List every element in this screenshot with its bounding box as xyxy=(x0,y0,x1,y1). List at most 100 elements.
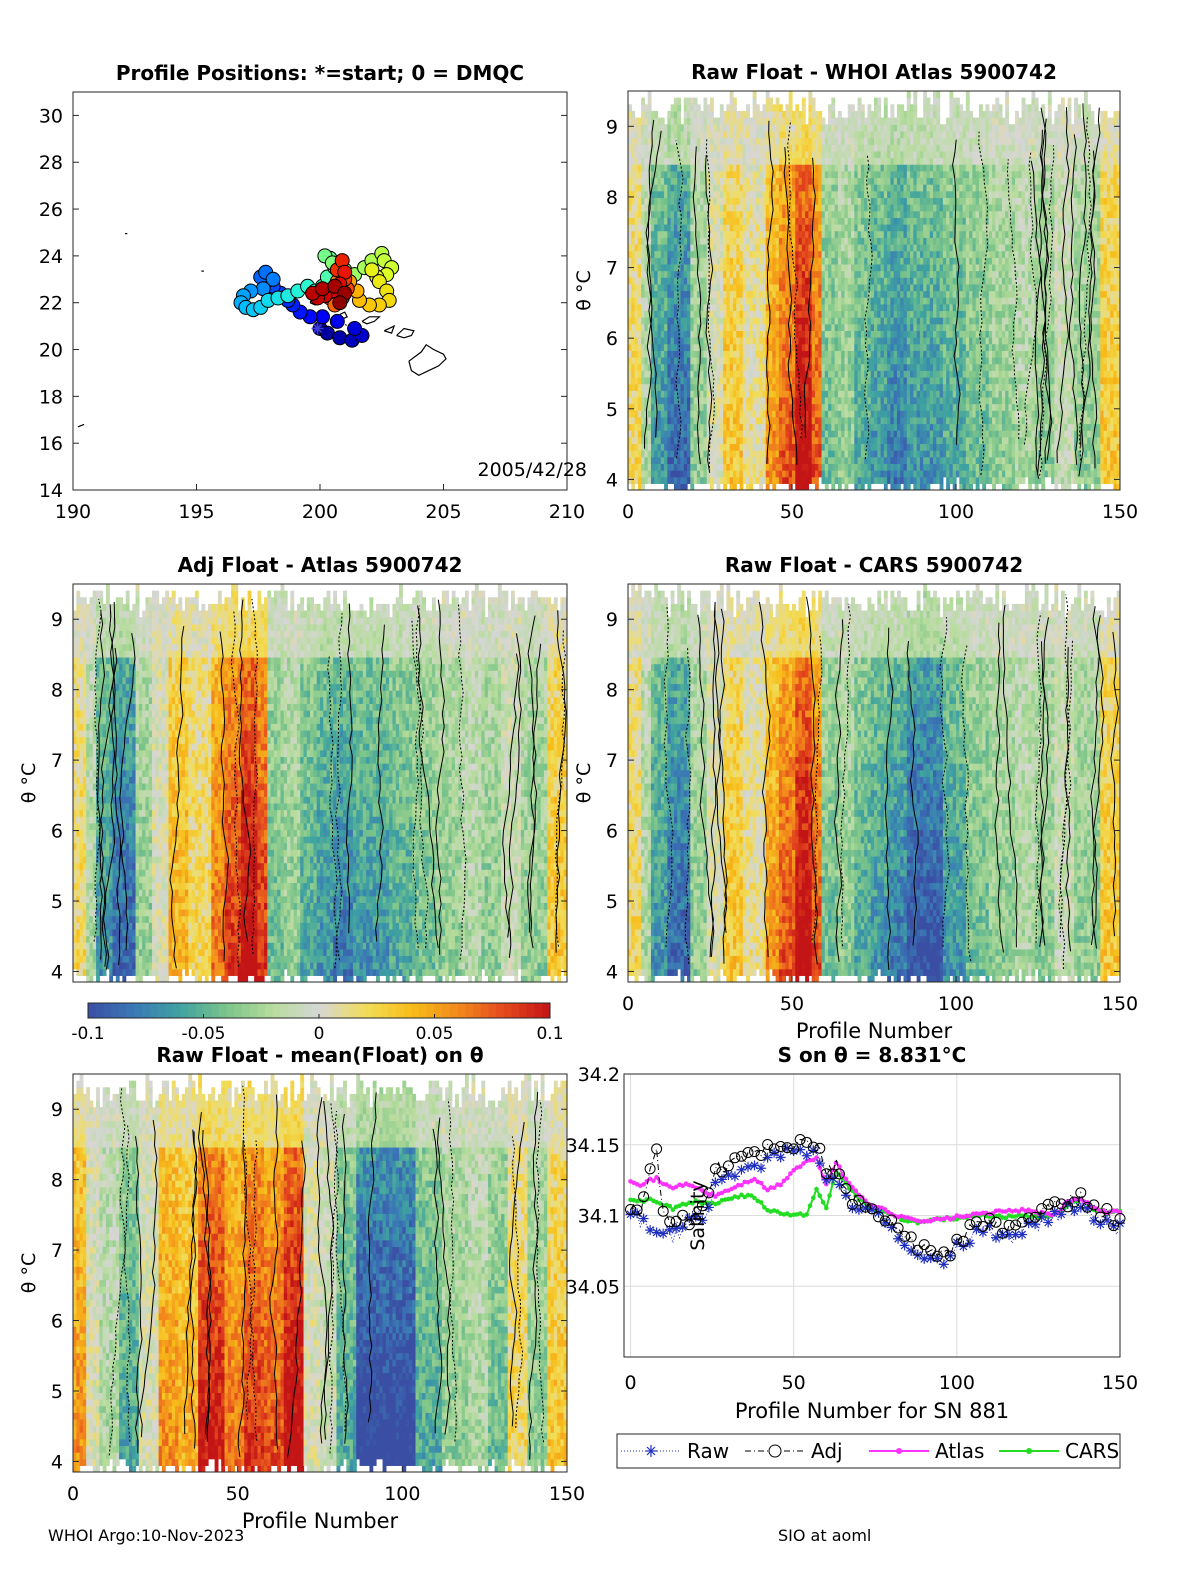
colorbar-swatch xyxy=(449,1003,459,1018)
data-point xyxy=(814,1186,819,1192)
colorbar: -0.1 -0.05 0 0.05 0.1 xyxy=(71,1002,564,1044)
x-tick-label: 100 xyxy=(939,1372,975,1394)
colorbar-swatch xyxy=(326,1003,335,1018)
y-tick-label: 9 xyxy=(51,1099,63,1121)
y-tick-label: 34.1 xyxy=(578,1206,620,1228)
y-tick-label: 7 xyxy=(606,258,618,280)
data-point xyxy=(1003,1219,1015,1231)
colorbar-swatch xyxy=(157,1003,166,1018)
data-point xyxy=(657,1201,663,1206)
colorbar-swatch xyxy=(426,1003,435,1018)
heatmap-cells xyxy=(73,584,567,982)
data-point xyxy=(670,1207,676,1212)
data-point xyxy=(781,1178,787,1184)
colorbar-tick-label: 0.1 xyxy=(536,1024,563,1044)
colorbar-tick-label: -0.05 xyxy=(182,1024,226,1044)
date-label: 2005/42/28 xyxy=(477,459,587,481)
data-point xyxy=(758,1200,764,1205)
colorbar-swatch xyxy=(165,1003,174,1018)
x-axis-label: Profile Number for SN 881 xyxy=(735,1399,1009,1423)
data-point xyxy=(735,1195,741,1200)
colorbar-swatch xyxy=(311,1003,320,1018)
data-point xyxy=(925,1218,930,1224)
data-point xyxy=(814,1158,825,1169)
data-point xyxy=(801,1150,812,1161)
data-point xyxy=(791,1167,796,1173)
colorbar-swatch xyxy=(511,1003,520,1018)
colorbar-swatch xyxy=(218,1003,228,1018)
x-tick-label: 190 xyxy=(55,501,91,523)
data-point xyxy=(899,1240,910,1251)
data-point xyxy=(641,1182,646,1187)
panel-title: Raw Float - mean(Float) on θ xyxy=(156,1043,483,1067)
data-point xyxy=(1108,1220,1119,1232)
data-point xyxy=(1017,1229,1028,1240)
legend-marker xyxy=(1026,1448,1032,1454)
data-point xyxy=(658,1228,669,1239)
y-tick-label: 8 xyxy=(51,680,63,702)
data-point xyxy=(882,1207,888,1212)
colorbar-swatch xyxy=(288,1003,297,1018)
y-tick-label: 6 xyxy=(51,1311,63,1333)
data-point xyxy=(729,1171,740,1182)
data-point xyxy=(837,1164,842,1169)
data-point xyxy=(690,1214,702,1226)
data-point xyxy=(670,1215,682,1227)
colorbar-swatch xyxy=(149,1003,158,1018)
data-point xyxy=(762,1205,767,1210)
data-point xyxy=(729,1152,741,1164)
colorbar-swatch xyxy=(303,1003,312,1018)
colorbar-swatch xyxy=(188,1003,197,1018)
colorbar-swatch xyxy=(118,1003,127,1018)
data-point xyxy=(1010,1214,1015,1219)
colorbar-swatch xyxy=(365,1003,374,1018)
y-tick-label: 7 xyxy=(51,1240,63,1262)
y-axis-label: Salinity xyxy=(687,1180,709,1250)
data-point xyxy=(644,1163,656,1175)
data-point xyxy=(1043,1217,1054,1228)
y-tick-label: 5 xyxy=(606,399,618,421)
y-tick-label: 18 xyxy=(39,386,63,408)
heatmap-cells xyxy=(628,91,1120,490)
colorbar-swatch xyxy=(542,1003,551,1018)
data-point xyxy=(736,1150,747,1162)
colorbar-swatch xyxy=(349,1003,358,1018)
colorbar-swatch xyxy=(111,1003,120,1018)
panel-title: S on θ = 8.831°C xyxy=(778,1043,967,1067)
data-point xyxy=(990,1216,1002,1228)
data-point xyxy=(893,1233,904,1244)
colorbar-swatch xyxy=(419,1003,428,1018)
data-point xyxy=(1000,1209,1005,1214)
data-point xyxy=(827,1193,832,1198)
y-tick-label: 34.05 xyxy=(566,1276,620,1298)
y-axis-label: θ °C xyxy=(18,763,40,803)
profile-position-marker xyxy=(332,330,348,346)
colorbar-swatch xyxy=(295,1003,305,1018)
data-point xyxy=(1055,1198,1067,1210)
panel-title: Adj Float - Atlas 5900742 xyxy=(178,553,463,577)
series-adj xyxy=(625,1134,1126,1262)
x-tick-label: 0 xyxy=(622,993,634,1015)
y-tick-label: 5 xyxy=(606,891,618,913)
colorbar-swatch xyxy=(457,1003,466,1018)
data-point xyxy=(696,1186,702,1191)
data-point xyxy=(735,1182,741,1188)
y-tick-label: 4 xyxy=(606,961,618,983)
colorbar-swatch xyxy=(465,1003,474,1018)
legend-item-raw: Raw xyxy=(621,1439,729,1463)
plot-frame xyxy=(627,583,1121,983)
data-point xyxy=(703,1187,715,1199)
profile-position-marker xyxy=(364,262,380,278)
data-point xyxy=(834,1179,845,1190)
colorbar-swatch xyxy=(380,1003,389,1018)
y-tick-label: 8 xyxy=(606,187,618,209)
y-tick-label: 34.2 xyxy=(578,1064,620,1086)
profile-positions-map: 14 16 18 20 22 24 26 28 30 190 195 200 205 210 Profile… xyxy=(39,61,587,523)
colorbar-swatch xyxy=(434,1003,443,1018)
data-point xyxy=(1042,1198,1054,1210)
data-point xyxy=(742,1147,754,1158)
data-point xyxy=(638,1213,649,1224)
data-point xyxy=(1081,1201,1093,1213)
data-point xyxy=(716,1174,727,1185)
footer-left: WHOI Argo:10-Nov-2023 xyxy=(48,1526,244,1545)
